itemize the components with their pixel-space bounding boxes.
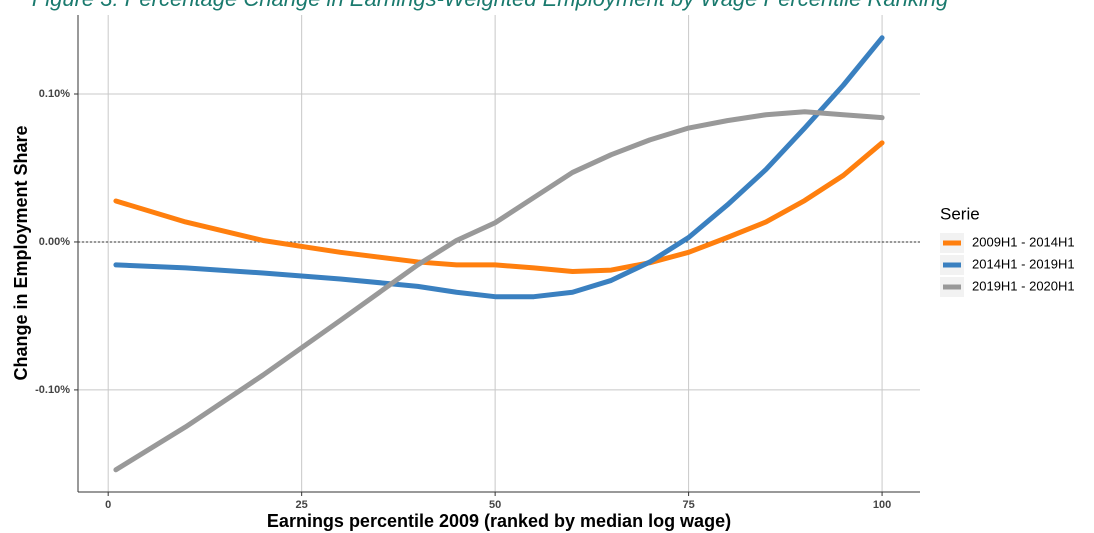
x-tick-label: 0 [105, 499, 111, 511]
x-axis-label: Earnings percentile 2009 (ranked by medi… [267, 511, 731, 531]
y-tick-label: 0.10% [39, 88, 70, 100]
series-line [113, 140, 885, 275]
legend-label: 2014H1 - 2019H1 [972, 256, 1075, 271]
y-axis-label: Change in Employment Share [11, 125, 31, 380]
x-tick-label: 75 [682, 499, 694, 511]
x-tick-label: 25 [296, 499, 308, 511]
y-tick-label: 0.00% [39, 236, 70, 248]
x-tick-label: 50 [489, 499, 501, 511]
legend-label: 2009H1 - 2014H1 [972, 234, 1075, 249]
series-line [113, 109, 885, 473]
x-tick-label: 100 [873, 499, 891, 511]
legend-title: Serie [940, 204, 980, 223]
series-line [113, 35, 885, 300]
legend-label: 2019H1 - 2020H1 [972, 278, 1075, 293]
chart-title: Figure 3: Percentage Change in Earnings-… [32, 0, 949, 11]
y-tick-label: -0.10% [35, 384, 70, 396]
